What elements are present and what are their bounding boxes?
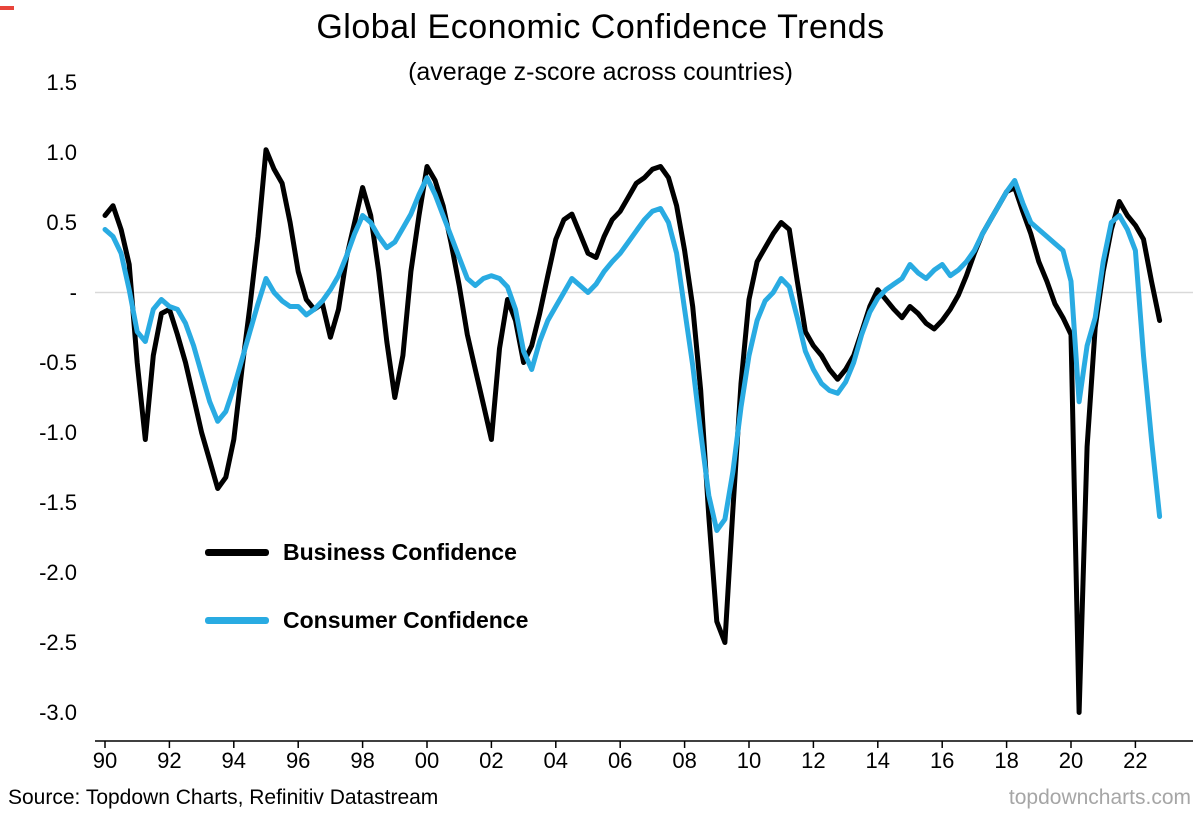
x-tick-label: 90	[92, 748, 118, 773]
x-axis-labels: 90 92 94 96 98 00 02 04 06 08 10 12 14 16 18 20 22	[0, 747, 1201, 777]
x-tick-label: 02	[479, 748, 504, 773]
x-tick-label: 22	[1123, 748, 1148, 773]
y-tick-label: -2.5	[39, 629, 77, 655]
x-tick-label: 12	[801, 748, 826, 773]
x-tick-label: 18	[994, 748, 1019, 773]
x-tick-label: 94	[221, 748, 247, 773]
y-tick-label: -1.5	[39, 489, 77, 515]
watermark: topdowncharts.com	[1008, 786, 1191, 809]
business-line-swatch	[205, 548, 269, 556]
x-tick-label: 04	[543, 748, 569, 773]
x-tick-label: 96	[285, 748, 311, 773]
x-tick-label: 20	[1058, 748, 1084, 773]
consumer-line-swatch	[205, 616, 269, 624]
corner-red-mark	[0, 6, 14, 10]
legend-item-business: Business Confidence	[205, 536, 528, 568]
x-tick-label: 98	[350, 748, 375, 773]
x-tick-label: 92	[157, 748, 182, 773]
y-tick-label: -3.0	[39, 699, 77, 725]
y-axis-labels: 1.5 1.0 0.5 - -0.5 -1.0 -1.5 -2.0 -2.5 -3.0	[0, 0, 90, 822]
chart-title: Global Economic Confidence Trends	[316, 8, 885, 46]
y-tick-label: -2.0	[39, 559, 77, 585]
y-tick-label: -0.5	[39, 349, 77, 375]
legend: Business Confidence Consumer Confidence	[205, 536, 528, 672]
x-tick-label: 06	[607, 748, 633, 773]
consumer-confidence-line	[102, 175, 1163, 533]
y-tick-label: -	[69, 279, 77, 305]
x-tick-label: 08	[672, 748, 697, 773]
legend-item-consumer: Consumer Confidence	[205, 604, 528, 636]
chart-subtitle: (average z-score across countries)	[408, 58, 793, 86]
x-tick-label: 16	[929, 748, 955, 773]
legend-label-business: Business Confidence	[283, 538, 517, 565]
x-tick-label: 10	[736, 748, 762, 773]
x-tick-label: 00	[414, 748, 440, 773]
y-tick-label: 1.5	[46, 69, 77, 95]
y-tick-label: 0.5	[46, 209, 77, 235]
y-tick-label: -1.0	[39, 419, 77, 445]
source-attribution: Source: Topdown Charts, Refinitiv Datast…	[8, 786, 439, 809]
x-tick-label: 14	[865, 748, 891, 773]
legend-label-consumer: Consumer Confidence	[283, 606, 529, 633]
y-tick-label: 1.0	[46, 139, 77, 165]
